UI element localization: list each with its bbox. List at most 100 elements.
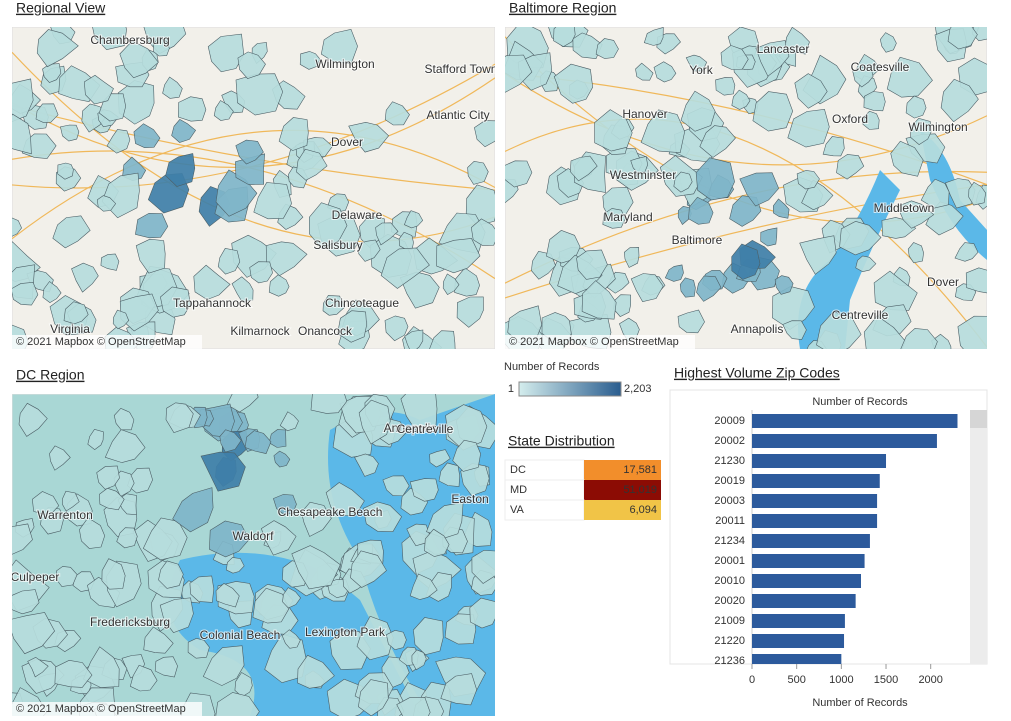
attribution-bg (12, 335, 202, 349)
zip-area (445, 404, 488, 451)
zip-area (907, 242, 924, 264)
zip-area (695, 157, 735, 201)
zip-area (12, 113, 32, 155)
road (12, 51, 495, 243)
zip-area (215, 583, 240, 608)
zip-area (278, 117, 309, 151)
place-label: Salisbury (313, 238, 362, 252)
zip-area (119, 293, 159, 332)
zip-area (404, 210, 424, 229)
zip-area (215, 692, 260, 716)
zip-area (411, 649, 427, 671)
x-tick-label: 2000 (918, 674, 942, 686)
zip-area (947, 27, 978, 50)
zip-area (237, 51, 266, 79)
zip-area (207, 33, 245, 73)
zip-area (664, 264, 684, 282)
zip-area (209, 520, 250, 558)
zip-area (143, 626, 174, 654)
zip-area (281, 629, 301, 649)
zip-area (752, 91, 794, 132)
zip-area (673, 171, 693, 193)
place-label: Wilmington (908, 120, 967, 134)
place-label: Westminster (610, 168, 676, 182)
zip-area (265, 241, 308, 277)
zip-area (325, 482, 365, 517)
zip-area (474, 120, 495, 148)
zip-area (505, 160, 533, 188)
attribution: © 2021 Mapbox © OpenStreetMap (16, 703, 186, 715)
zip-area (291, 545, 341, 590)
zip-area (279, 411, 299, 432)
zip-area (409, 573, 438, 600)
legend-max: 2,203 (624, 383, 652, 395)
y-tick-label: 20019 (714, 475, 745, 487)
zip-area (129, 664, 158, 692)
zip-area (36, 29, 79, 68)
place-label: Lexington Park (305, 625, 386, 639)
zip-area (816, 311, 862, 349)
zip-area (957, 315, 987, 349)
zip-area (760, 227, 778, 247)
chart-title: Highest Volume Zip Codes (674, 365, 840, 381)
zip-area (442, 273, 460, 295)
y-tick-label: 20011 (715, 515, 745, 527)
zip-area (153, 36, 170, 57)
zip-area (193, 264, 231, 300)
zip-area (154, 656, 178, 678)
zip-area (112, 309, 130, 330)
zip-area (213, 100, 234, 121)
map-title: DC Region (16, 367, 84, 383)
zip-area (799, 235, 837, 275)
zip-area (231, 276, 254, 303)
zip-area (172, 487, 214, 533)
bar (752, 454, 887, 468)
place-label: Culpeper (11, 570, 60, 584)
place-label: Chesapeake Beach (278, 505, 383, 519)
zip-area (63, 301, 89, 325)
zip-area (862, 110, 880, 130)
zip-area (79, 517, 106, 549)
place-label: Virginia (50, 322, 90, 336)
bar (752, 514, 878, 528)
zip-area (384, 315, 409, 342)
zip-area (92, 27, 127, 51)
bar (752, 534, 870, 548)
place-label: Maryland (603, 210, 652, 224)
zip-area (384, 101, 410, 126)
zip-area (282, 587, 301, 609)
y-tick-label: 20020 (714, 595, 745, 607)
zip-area (348, 121, 390, 153)
bar (752, 634, 845, 648)
zip-area (595, 38, 619, 59)
zip-area (400, 394, 438, 432)
zip-area (839, 220, 882, 256)
place-label: Hanover (622, 107, 667, 121)
zip-area (429, 449, 451, 468)
zip-area (413, 617, 444, 656)
zip-area (356, 615, 394, 661)
zip-area (731, 243, 761, 280)
zip-area (380, 247, 430, 289)
zip-area (382, 475, 410, 497)
map: Lancaster York Coatesville Hanover Oxford Wil… (505, 27, 987, 349)
zip-area (863, 315, 906, 349)
zip-area (715, 77, 736, 96)
zip-area (696, 275, 722, 302)
attribution: © 2021 Mapbox © OpenStreetMap (509, 336, 679, 348)
zip-area (200, 451, 246, 492)
zip-area (96, 465, 120, 490)
zip-area (273, 450, 291, 468)
legend-min: 1 (508, 383, 514, 395)
zip-area (699, 125, 736, 158)
zip-area (83, 74, 114, 105)
zip-area (440, 673, 478, 706)
zip-area (226, 394, 259, 413)
zip-area (836, 154, 865, 180)
zip-area (12, 217, 22, 237)
zip-area (910, 117, 932, 145)
map-title: Regional View (16, 0, 106, 16)
zip-area (605, 147, 643, 179)
y-tick-label: 21230 (714, 455, 745, 467)
road (12, 129, 495, 240)
